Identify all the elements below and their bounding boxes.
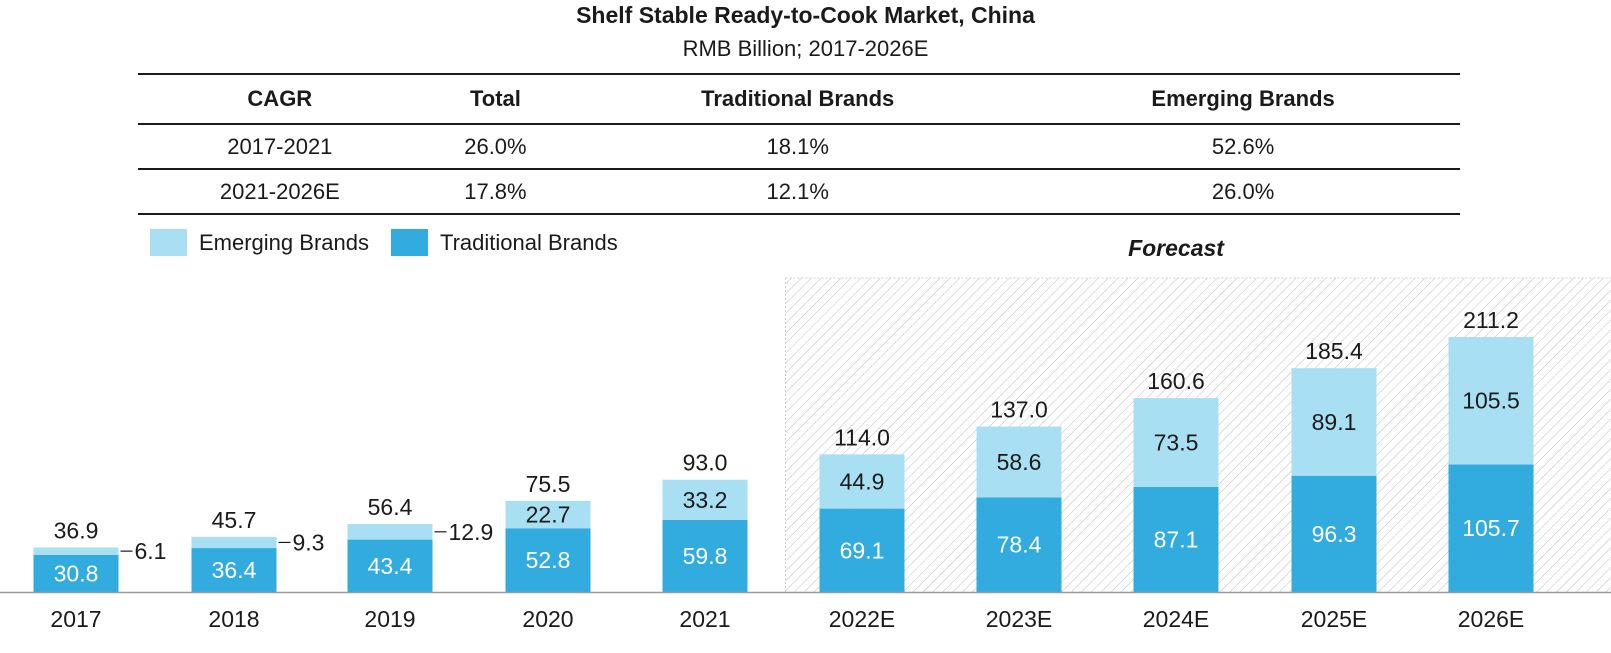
bar-traditional-2021: [662, 519, 748, 592]
label-traditional-2023E: 78.4: [997, 532, 1042, 558]
label-total-2022E: 114.0: [834, 424, 890, 450]
label-traditional-2018: 36.4: [212, 557, 257, 583]
label-total-2024E: 160.6: [1147, 368, 1205, 394]
x-tick-label-2025E: 2025E: [1301, 606, 1368, 632]
cagr-table: CAGR Total Traditional Brands Emerging B…: [138, 73, 1460, 215]
forecast-label: Forecast: [1128, 235, 1225, 261]
cagr-table-header-row: CAGR Total Traditional Brands Emerging B…: [138, 74, 1460, 124]
label-emerging-2025E: 89.1: [1312, 409, 1357, 435]
label-total-2021: 93.0: [683, 450, 728, 476]
bar-traditional-2023E: [976, 497, 1062, 592]
label-traditional-2022E: 69.1: [840, 537, 885, 563]
bar-traditional-2020: [505, 528, 591, 592]
label-emerging-2024E: 73.5: [1154, 429, 1199, 455]
x-tick-label-2024E: 2024E: [1143, 606, 1210, 632]
cagr-emerging-cell: 26.0%: [1211, 178, 1275, 204]
label-total-2019: 56.4: [368, 494, 413, 520]
chart-subtitle: RMB Billion; 2017-2026E: [682, 36, 929, 61]
bar-emerging-2026E: [1448, 337, 1534, 465]
bar-emerging-2020: [505, 500, 591, 529]
cagr-period-cell: 2017-2021: [227, 133, 333, 159]
label-total-2025E: 185.4: [1305, 338, 1363, 364]
legend-item-traditional: Traditional Brands: [390, 229, 618, 256]
bar-traditional-2018: [191, 548, 277, 592]
label-emerging-2023E: 58.6: [997, 449, 1042, 475]
bar-traditional-2019: [347, 539, 433, 592]
table-row: 2021-2026E 17.8% 12.1% 26.0%: [138, 169, 1460, 214]
cagr-period-cell: 2021-2026E: [219, 178, 340, 204]
bar-emerging-2017: [33, 547, 119, 555]
cagr-header-total: Total: [469, 86, 521, 111]
label-total-2026E: 211.2: [1463, 307, 1519, 333]
label-traditional-2021: 59.8: [683, 543, 728, 569]
label-total-2017: 36.9: [54, 517, 99, 543]
label-traditional-2020: 52.8: [526, 547, 571, 573]
label-emerging-2021: 33.2: [683, 487, 728, 513]
x-tick-label-2021: 2021: [679, 606, 730, 632]
x-tick-label-2019: 2019: [364, 606, 415, 632]
label-emerging-2018: 9.3: [293, 529, 325, 555]
cagr-header-traditional: Traditional Brands: [701, 86, 895, 111]
legend-label-emerging: Emerging Brands: [199, 229, 369, 255]
x-tick-label-2022E: 2022E: [829, 606, 896, 632]
chart-legend: Emerging Brands Traditional Brands: [150, 229, 640, 256]
label-emerging-2026E: 105.5: [1462, 388, 1520, 414]
label-emerging-2019: 12.9: [449, 519, 494, 545]
label-traditional-2025E: 96.3: [1312, 521, 1357, 547]
bar-traditional-2024E: [1133, 486, 1219, 592]
bar-emerging-2019: [347, 524, 433, 540]
bar-emerging-2021: [662, 479, 748, 520]
cagr-traditional-cell: 12.1%: [766, 178, 829, 204]
label-traditional-2017: 30.8: [54, 560, 99, 586]
label-emerging-2022E: 44.9: [840, 468, 885, 494]
cagr-total-cell: 17.8%: [464, 178, 527, 204]
cagr-traditional-cell: 18.1%: [766, 133, 829, 159]
bar-traditional-2026E: [1448, 464, 1534, 592]
label-traditional-2019: 43.4: [368, 553, 413, 579]
cagr-emerging-cell: 52.6%: [1211, 133, 1275, 159]
label-total-2018: 45.7: [212, 507, 257, 533]
bar-emerging-2024E: [1133, 398, 1219, 487]
x-tick-label-2017: 2017: [50, 606, 101, 632]
x-tick-label-2020: 2020: [522, 606, 573, 632]
cagr-total-cell: 26.0%: [464, 133, 527, 159]
bar-emerging-2023E: [976, 426, 1062, 498]
chart-title: Shelf Stable Ready-to-Cook Market, China: [576, 2, 1035, 28]
label-traditional-2026E: 105.7: [1462, 515, 1520, 541]
bar-traditional-2025E: [1291, 475, 1377, 592]
bar-emerging-2022E: [819, 454, 905, 509]
label-emerging-2017: 6.1: [135, 538, 167, 564]
x-tick-label-2023E: 2023E: [986, 606, 1053, 632]
x-tick-label-2026E: 2026E: [1458, 606, 1525, 632]
label-total-2023E: 137.0: [990, 397, 1048, 423]
legend-swatch-emerging: [150, 229, 187, 256]
label-total-2020: 75.5: [526, 471, 571, 497]
bar-traditional-2022E: [819, 508, 905, 592]
legend-swatch-traditional: [390, 229, 428, 256]
legend-item-emerging: Emerging Brands: [150, 229, 369, 256]
label-emerging-2020: 22.7: [526, 502, 571, 528]
x-tick-label-2018: 2018: [208, 606, 259, 632]
bar-emerging-2025E: [1291, 368, 1377, 476]
table-row: 2017-2021 26.0% 18.1% 52.6%: [138, 124, 1460, 169]
cagr-header-cagr: CAGR: [247, 86, 313, 111]
legend-label-traditional: Traditional Brands: [439, 229, 618, 255]
bar-emerging-2018: [191, 536, 277, 549]
bar-traditional-2017: [33, 554, 119, 592]
label-traditional-2024E: 87.1: [1154, 526, 1199, 552]
cagr-header-emerging: Emerging Brands: [1151, 86, 1335, 111]
